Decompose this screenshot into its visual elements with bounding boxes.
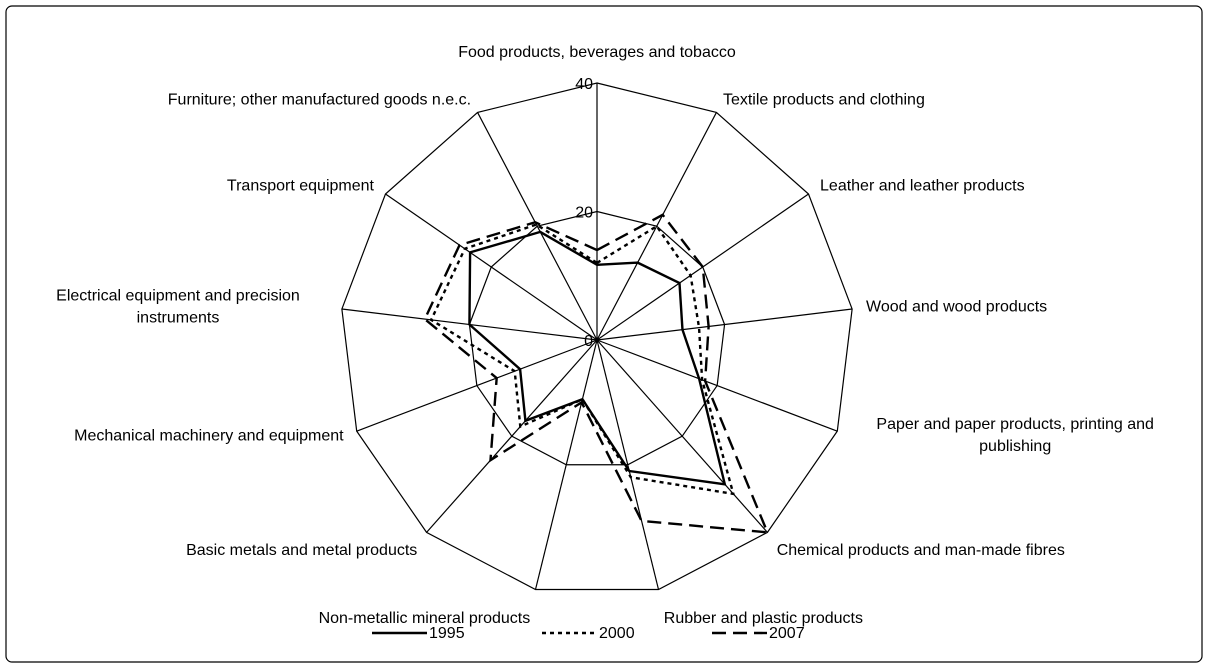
category-label: Transport equipment <box>227 177 375 194</box>
category-label: Mechanical machinery and equipment <box>74 427 344 444</box>
spoke <box>534 339 598 590</box>
spoke <box>596 339 838 432</box>
category-label: Paper and paper products, printing and pu… <box>876 416 1154 455</box>
spoke <box>356 339 598 432</box>
category-label: Electrical equipment and precision instru… <box>56 288 300 327</box>
series-line <box>423 213 770 534</box>
label-line: publishing <box>979 438 1051 455</box>
r-tick-label: 0 <box>584 333 593 350</box>
series-line <box>429 223 735 496</box>
category-label: Leather and leather products <box>820 177 1025 194</box>
r-tick-label: 40 <box>575 76 593 93</box>
category-label: Furniture; other manufactured goods n.e.… <box>168 91 471 108</box>
category-label: Textile products and clothing <box>723 91 925 108</box>
spoke <box>596 308 853 341</box>
r-tick-label: 20 <box>575 205 593 222</box>
category-label: Wood and wood products <box>866 299 1047 316</box>
spoke <box>596 339 660 590</box>
category-label: Non-metallic mineral products <box>319 610 531 627</box>
spoke <box>596 193 809 341</box>
category-label: Chemical products and man-made fibres <box>777 542 1065 559</box>
spoke <box>385 193 598 341</box>
category-label: Food products, beverages and tobacco <box>458 44 736 61</box>
label-line: Electrical equipment and precision <box>56 288 300 305</box>
category-label: Basic metals and metal products <box>186 542 417 559</box>
legend-label: 2000 <box>599 625 635 642</box>
label-line: instruments <box>137 310 220 327</box>
frame <box>5 5 1203 663</box>
category-label: Rubber and plastic products <box>664 610 863 627</box>
label-line: Paper and paper products, printing and <box>876 416 1154 433</box>
legend-label: 2007 <box>769 625 805 642</box>
spoke <box>477 112 598 341</box>
grid-ring <box>341 82 853 591</box>
spoke <box>426 339 598 533</box>
grid-ring <box>468 210 726 466</box>
spoke <box>596 112 717 341</box>
legend-label: 1995 <box>429 625 465 642</box>
spoke <box>596 339 768 533</box>
